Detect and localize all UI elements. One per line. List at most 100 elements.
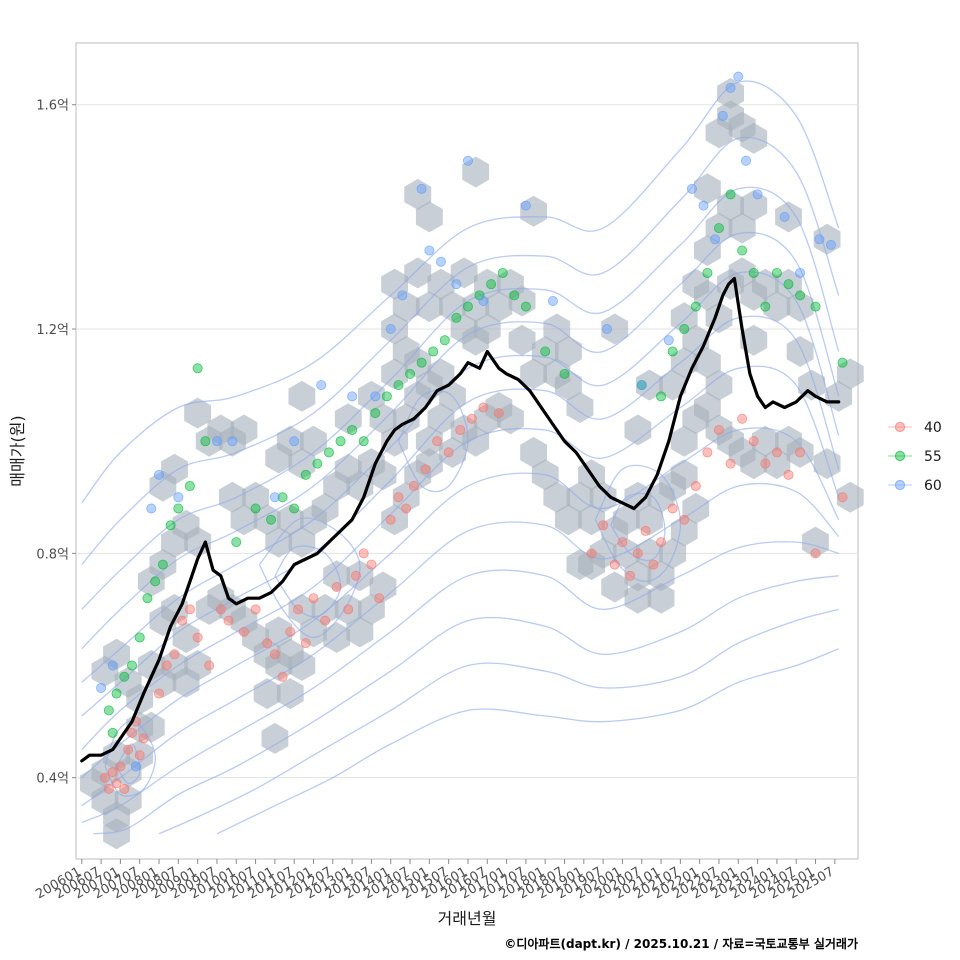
- hexbin-cell: [624, 414, 652, 446]
- scatter-points: [96, 71, 848, 794]
- trend-line-layer: [80, 276, 841, 763]
- legend-label: 60: [924, 478, 942, 494]
- scatter-point-55: [486, 279, 497, 290]
- scatter-point-60: [269, 492, 280, 503]
- hexbin-cell: [589, 481, 617, 513]
- y-tick-label: 0.4억: [36, 772, 69, 787]
- scatter-point-55: [335, 436, 346, 447]
- scatter-point-40: [223, 615, 234, 626]
- hexbin-cell: [836, 358, 864, 390]
- scatter-point-40: [810, 548, 821, 559]
- scatter-point-55: [323, 447, 334, 458]
- scatter-point-40: [702, 447, 713, 458]
- hexbin-cell: [694, 392, 721, 423]
- hexbin-cell: [381, 504, 408, 536]
- hexbin-cell: [566, 392, 594, 423]
- scatter-point-55: [289, 503, 300, 514]
- hexbin-cell: [103, 818, 130, 850]
- scatter-point-55: [451, 312, 462, 323]
- y-axis: 0.4억 0.8억 1.2억 1.6억: [36, 99, 76, 787]
- scatter-point-40: [478, 402, 489, 413]
- scatter-point-40: [300, 638, 311, 649]
- scatter-point-55: [737, 245, 748, 256]
- hexbin-cell: [520, 436, 547, 468]
- hexbin-cell: [578, 549, 605, 581]
- scatter-point-55: [347, 424, 358, 435]
- hexbin-cell: [369, 403, 397, 435]
- caption: ©디아파트(dapt.kr) / 2025.10.21 / 자료=국토교통부 실…: [504, 936, 858, 951]
- hexbin-cell: [694, 347, 721, 379]
- scatter-point-40: [107, 767, 118, 778]
- scatter-point-40: [99, 772, 110, 783]
- hexbin-cell: [404, 347, 432, 379]
- hexbin-cell: [369, 459, 397, 491]
- hexbin-cell: [554, 336, 582, 367]
- hexbin-cell: [473, 313, 501, 345]
- hexbin-cell: [415, 448, 443, 480]
- hexbin-cell: [358, 380, 385, 412]
- hexbin-cell: [288, 593, 316, 625]
- hexbin-cell: [427, 403, 455, 435]
- hexbin-cell: [520, 195, 547, 227]
- hexbin-cell: [717, 78, 744, 109]
- scatter-point-60: [698, 200, 709, 211]
- hexbin-cell: [624, 560, 652, 592]
- scatter-point-60: [752, 189, 763, 200]
- scatter-point-40: [366, 559, 377, 570]
- scatter-point-40: [648, 559, 659, 570]
- x-axis: 2006012006072007012007072008012008072009…: [33, 859, 837, 902]
- scatter-point-60: [825, 239, 836, 250]
- density-contour: [81, 427, 840, 779]
- scatter-point-60: [370, 391, 381, 402]
- density-contour: [216, 648, 839, 835]
- hexbin-cell: [659, 369, 687, 401]
- density-contour: [81, 80, 840, 504]
- hexbin-cell: [728, 212, 756, 244]
- scatter-point-40: [215, 604, 226, 615]
- scatter-point-40: [667, 503, 678, 514]
- hexbin-cell: [334, 593, 362, 625]
- hexbin-cell: [358, 593, 385, 625]
- hexbin-cell: [261, 722, 289, 754]
- hexbin-cell: [323, 560, 351, 592]
- scatter-point-40: [586, 548, 597, 559]
- hexbin-cell: [265, 616, 293, 648]
- scatter-point-55: [142, 593, 153, 604]
- scatter-point-55: [771, 267, 782, 278]
- hexbin-cell: [836, 481, 864, 513]
- scatter-point-60: [416, 183, 427, 194]
- legend: 40 55 60: [888, 420, 942, 494]
- scatter-point-55: [381, 391, 392, 402]
- scatter-point-40: [598, 520, 609, 531]
- scatter-point-55: [103, 705, 114, 716]
- hexbin-cell: [543, 313, 571, 345]
- scatter-point-40: [184, 604, 195, 615]
- scatter-point-55: [462, 301, 473, 312]
- scatter-point-55: [656, 391, 667, 402]
- density-contour: [258, 517, 361, 639]
- hexbin-cell: [647, 582, 675, 614]
- scatter-point-55: [312, 458, 323, 469]
- density-contour: [610, 492, 666, 562]
- scatter-point-55: [520, 301, 531, 312]
- density-contour: [397, 390, 469, 493]
- scatter-point-60: [601, 324, 612, 335]
- scatter-point-60: [397, 290, 408, 301]
- scatter-point-55: [300, 469, 311, 480]
- scatter-point-60: [663, 335, 674, 346]
- trend-line: [80, 276, 841, 763]
- legend-key-marker: [894, 450, 906, 462]
- scatter-point-55: [509, 290, 520, 301]
- hexbin-cell: [802, 526, 829, 558]
- scatter-point-60: [347, 391, 358, 402]
- scatter-point-60: [520, 200, 531, 211]
- scatter-point-55: [165, 520, 176, 531]
- scatter-point-40: [115, 761, 126, 772]
- hexbin-cell: [219, 481, 246, 513]
- scatter-point-60: [96, 682, 107, 693]
- scatter-point-60: [814, 234, 825, 245]
- hexbin-cell: [813, 448, 841, 480]
- hexbin-cell: [230, 414, 258, 446]
- scatter-point-40: [285, 626, 296, 637]
- density-contour: [274, 545, 342, 618]
